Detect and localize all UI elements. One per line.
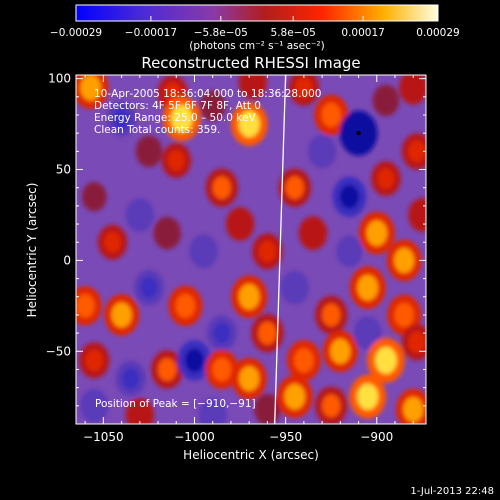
heatmap-blob-core [394,302,414,328]
heatmap-blob-core [375,346,397,374]
colorbar-tick-label: 5.8e−05 [271,27,316,39]
heatmap-blob-core [322,303,341,327]
heatmap-blob-core [377,168,395,190]
colorbar: −0.00029 −0.00017 −5.8e−05 5.8e−05 0.00017 0.… [50,4,460,52]
heatmap-blob-core [294,348,314,373]
heatmap-blob [307,134,337,169]
heatmap-blob-core [76,294,95,318]
solar-limb-line [274,75,287,424]
chart-title: Reconstructed RHESSI Image [141,54,360,72]
y-tick-label: 100 [48,72,71,86]
colorbar-tick-label: 0.00017 [341,27,384,39]
heatmap-blob-core [167,149,185,171]
heatmap-blob-core [285,176,304,200]
heatmap-blob [199,90,226,122]
heatmap-blob [125,198,154,232]
y-axis-label: Heliocentric Y (arcsec) [25,183,39,318]
colorbar-gradient [75,4,439,22]
y-tick-label: 50 [56,163,71,177]
colorbar-ticks: −0.00029 −0.00017 −5.8e−05 5.8e−05 0.00017 0.… [50,16,460,39]
plot-area [75,74,427,425]
colorbar-tick-label: 0.00029 [416,27,459,39]
heatmap-blob [135,135,163,168]
heatmap-blob-core [80,75,101,101]
annotation-energy-range: Energy Range: 25.0 – 50.0 keV [94,112,256,124]
colorbar-tick-label: −0.00029 [50,27,102,39]
heatmap-blob-core [403,396,424,422]
heatmap-blob-core [140,276,158,299]
heatmap-blob-core [366,220,388,246]
annotation-clean-counts: Clean Total counts: 359. [94,124,220,136]
heatmap-blob-core [258,321,277,345]
heatmap-blob-core [157,357,177,381]
annotation-block: 10‑Apr‑2005 18:36:04.000 to 18:36:28.000… [94,88,321,136]
heatmap-blob [254,393,281,424]
heatmap-blob [80,388,109,423]
heatmap-blob [153,216,181,250]
heatmap-blob [336,235,363,268]
heatmap-blob-core [175,293,196,318]
heatmap-blob-core [239,366,260,392]
annotation-detectors: Detectors: 4F 5F 6F 7F 8F, Att 0 [94,100,261,112]
heatmap-blob [280,270,309,305]
x-axis-ticks: −1050 −1000 −950 −900 [83,75,414,444]
colorbar-tick-label: −0.00017 [125,27,177,39]
heatmap-blob-core [238,110,260,138]
heatmap-blob [198,398,227,424]
heatmap-blob [408,198,426,232]
heatmap-blob-core [112,107,131,130]
heatmap-blob [353,316,382,350]
heatmap-blob-core [284,383,306,410]
heatmap-blob-core [408,140,426,163]
heatmap-blob-core [408,331,426,354]
heatmap-blob [125,398,154,424]
heatmap-blob-core [295,76,313,99]
heatmap-blob-core [213,322,231,344]
heatmap-blob-core [184,348,205,373]
peak-dot [356,130,361,136]
heatmap-blob-core [212,176,232,200]
heatmap-blob-core [357,274,378,301]
heatmap-blob-core [394,247,415,273]
heatmap-blob [298,216,328,251]
heatmap-blob-core [321,102,341,128]
peak-position-label: Position of Peak = [−910,−91] [95,398,256,410]
heatmap-blob-core [357,383,379,410]
heatmap-blob-core [170,105,193,133]
heatmap-blob-core [322,394,341,418]
y-tick-label: −50 [46,344,71,358]
heatmap-blob-core [212,357,232,382]
heatmap-blob-core [85,349,103,372]
heatmap-blob [238,75,267,100]
heatmap-blob [225,207,255,241]
x-tick-label: −900 [360,430,393,444]
heatmap-blob-core [122,367,140,390]
y-tick-label: 0 [63,253,71,267]
peak-marker [356,130,361,136]
heatmap-blob-core [238,283,260,310]
x-tick-label: −1000 [174,430,215,444]
y-axis-ticks: −50 0 50 100 [46,72,426,407]
plot-frame [75,74,427,425]
heatmap-blob-core [330,338,351,364]
footer-timestamp: 1-Jul-2013 22:48 [410,486,494,497]
heatmap-blob [372,84,400,117]
heatmap-blob-core [339,184,360,209]
heatmap-blob [81,182,107,212]
heatmap-blob-core [104,231,121,253]
colorbar-tick-label: −5.8e−05 [194,27,248,39]
annotation-time-range: 10‑Apr‑2005 18:36:04.000 to 18:36:28.000 [94,88,321,100]
heatmap-blob-core [258,240,277,263]
x-tick-label: −1050 [83,430,124,444]
heatmap-blob [189,234,218,269]
x-axis-label: Heliocentric X (arcsec) [183,448,319,462]
colorbar-unit-label: (photons cm⁻² s⁻¹ asec⁻²) [189,40,324,52]
x-tick-label: −950 [269,430,302,444]
heatmap-blobs [76,75,426,424]
heatmap-blob [399,75,426,105]
heatmap-blob-core [111,302,132,328]
